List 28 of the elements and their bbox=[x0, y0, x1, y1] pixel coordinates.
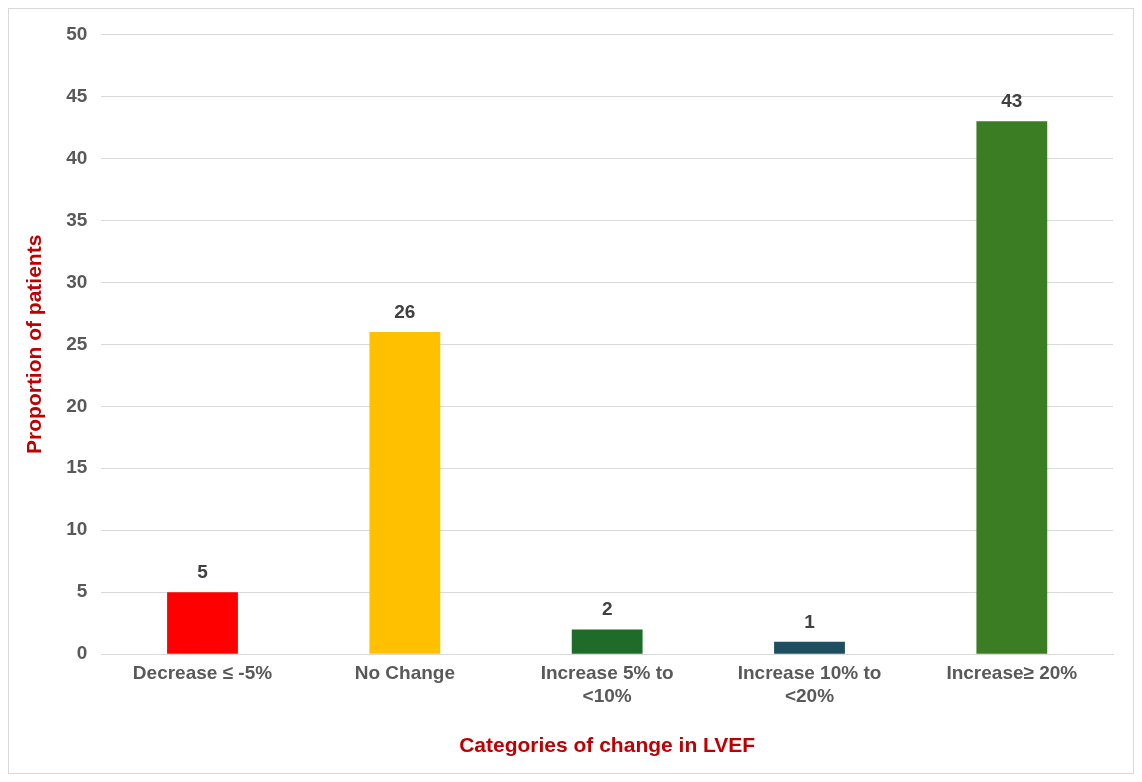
y-tick-label: 35 bbox=[66, 208, 88, 230]
data-label: 1 bbox=[804, 610, 816, 632]
y-tick-label: 10 bbox=[66, 518, 88, 540]
y-tick-label: 5 bbox=[76, 580, 88, 602]
x-tick-label: Increase≥ 20% bbox=[946, 661, 1078, 683]
y-tick-label: 25 bbox=[66, 332, 88, 354]
data-label: 5 bbox=[197, 560, 209, 582]
y-tick-label: 20 bbox=[66, 394, 88, 416]
y-axis-title: Proportion of patients bbox=[22, 234, 46, 454]
bar bbox=[571, 629, 643, 654]
y-tick-label: 40 bbox=[66, 146, 88, 168]
bar bbox=[976, 121, 1048, 654]
x-tick-label: No Change bbox=[354, 661, 455, 683]
y-tick-label: 15 bbox=[66, 456, 88, 478]
y-tick-label: 45 bbox=[66, 84, 88, 106]
data-label: 2 bbox=[601, 598, 613, 620]
y-tick-label: 50 bbox=[66, 22, 88, 44]
bar bbox=[167, 592, 238, 654]
bar bbox=[774, 641, 845, 654]
x-tick-label: Decrease ≤ -5% bbox=[132, 661, 273, 683]
bar bbox=[369, 331, 441, 654]
x-axis-title: Categories of change in LVEF bbox=[459, 733, 756, 757]
y-tick-label: 0 bbox=[76, 642, 88, 664]
y-tick-label: 30 bbox=[66, 270, 88, 292]
data-label: 43 bbox=[1001, 89, 1023, 111]
x-tick-label: Increase 5% to <10% bbox=[540, 661, 674, 706]
data-label: 26 bbox=[394, 300, 416, 322]
x-tick-label: Increase 10% to <20% bbox=[737, 661, 882, 706]
